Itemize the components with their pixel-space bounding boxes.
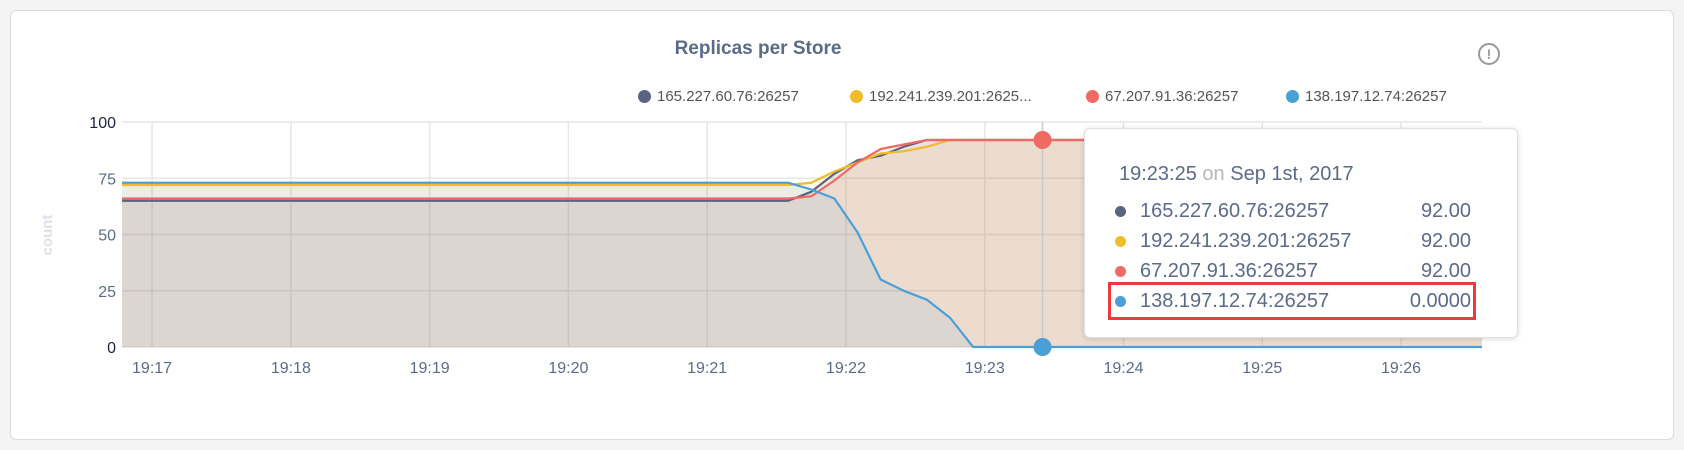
x-tick-label: 19:25	[1242, 360, 1282, 377]
legend-item[interactable]: 138.197.12.74:26257	[1286, 88, 1447, 105]
tooltip-row: 138.197.12.74:26257 0.0000	[1115, 285, 1471, 317]
tooltip-series-name: 138.197.12.74:26257	[1140, 289, 1330, 312]
info-circle-icon[interactable]: !	[1478, 43, 1500, 65]
legend-item[interactable]: 165.227.60.76:26257	[638, 88, 850, 105]
tooltip-value: 92.00	[1420, 229, 1471, 252]
hover-marker	[1033, 338, 1052, 356]
tooltip-value: 92.00	[1420, 199, 1471, 222]
legend-item[interactable]: 67.207.91.36:26257	[1086, 88, 1286, 105]
tooltip-series-name: 165.227.60.76:26257	[1140, 199, 1330, 222]
series-dot-icon	[1115, 265, 1126, 277]
legend-dot-icon	[638, 90, 651, 103]
tooltip: 19:23:25 on Sep 1st, 2017 165.227.60.76:…	[1084, 128, 1518, 338]
tooltip-value: 0.0000	[1409, 289, 1471, 312]
tooltip-header: 19:23:25 on Sep 1st, 2017	[1119, 163, 1354, 186]
tooltip-on: on	[1202, 163, 1225, 185]
x-tick-label: 19:19	[410, 360, 450, 377]
x-tick-label: 19:18	[271, 360, 311, 377]
x-tick-label: 19:24	[1103, 360, 1143, 377]
x-tick-label: 19:26	[1381, 360, 1421, 377]
legend-dot-icon	[1286, 90, 1299, 103]
x-tick-label: 19:20	[548, 360, 588, 377]
series-dot-icon	[1115, 235, 1126, 247]
hover-marker	[1033, 131, 1052, 149]
series-line	[122, 138, 1482, 200]
y-tick-label: 25	[98, 284, 116, 301]
x-tick-label: 19:22	[826, 360, 866, 377]
legend-label: 165.227.60.76:26257	[657, 88, 799, 105]
tooltip-series-name: 67.207.91.36:26257	[1140, 259, 1318, 282]
series-dot-icon	[1115, 205, 1126, 217]
y-tick-label: 0	[107, 340, 116, 357]
tooltip-row: 192.241.239.201:26257 92.00	[1115, 225, 1471, 257]
tooltip-series-name: 192.241.239.201:26257	[1140, 229, 1352, 252]
series-dot-icon	[1115, 295, 1126, 307]
legend-label: 67.207.91.36:26257	[1105, 88, 1239, 105]
tooltip-row: 67.207.91.36:26257 92.00	[1115, 255, 1471, 287]
y-tick-label: 50	[98, 228, 116, 245]
x-tick-label: 19:21	[687, 360, 727, 377]
legend-label: 192.241.239.201:2625...	[869, 88, 1032, 105]
tooltip-row: 165.227.60.76:26257 92.00	[1115, 195, 1471, 227]
tooltip-value: 92.00	[1420, 259, 1471, 282]
x-tick-label: 19:23	[965, 360, 1005, 377]
x-tick-label: 19:17	[132, 360, 172, 377]
tooltip-time: 19:23:25	[1119, 163, 1197, 185]
y-tick-label: 100	[89, 115, 116, 132]
legend-label: 138.197.12.74:26257	[1305, 88, 1447, 105]
series-area	[122, 182, 1482, 347]
chart-title: Replicas per Store	[674, 38, 842, 59]
tooltip-date: Sep 1st, 2017	[1230, 163, 1354, 185]
y-tick-label: 75	[98, 171, 116, 188]
legend: 165.227.60.76:26257 192.241.239.201:2625…	[638, 88, 1447, 105]
highlight-box	[1108, 282, 1476, 320]
legend-item[interactable]: 192.241.239.201:2625...	[850, 88, 1086, 105]
legend-dot-icon	[1086, 90, 1099, 103]
series-line	[122, 181, 1482, 349]
y-axis-label: count	[39, 215, 56, 256]
legend-dot-icon	[850, 90, 863, 103]
